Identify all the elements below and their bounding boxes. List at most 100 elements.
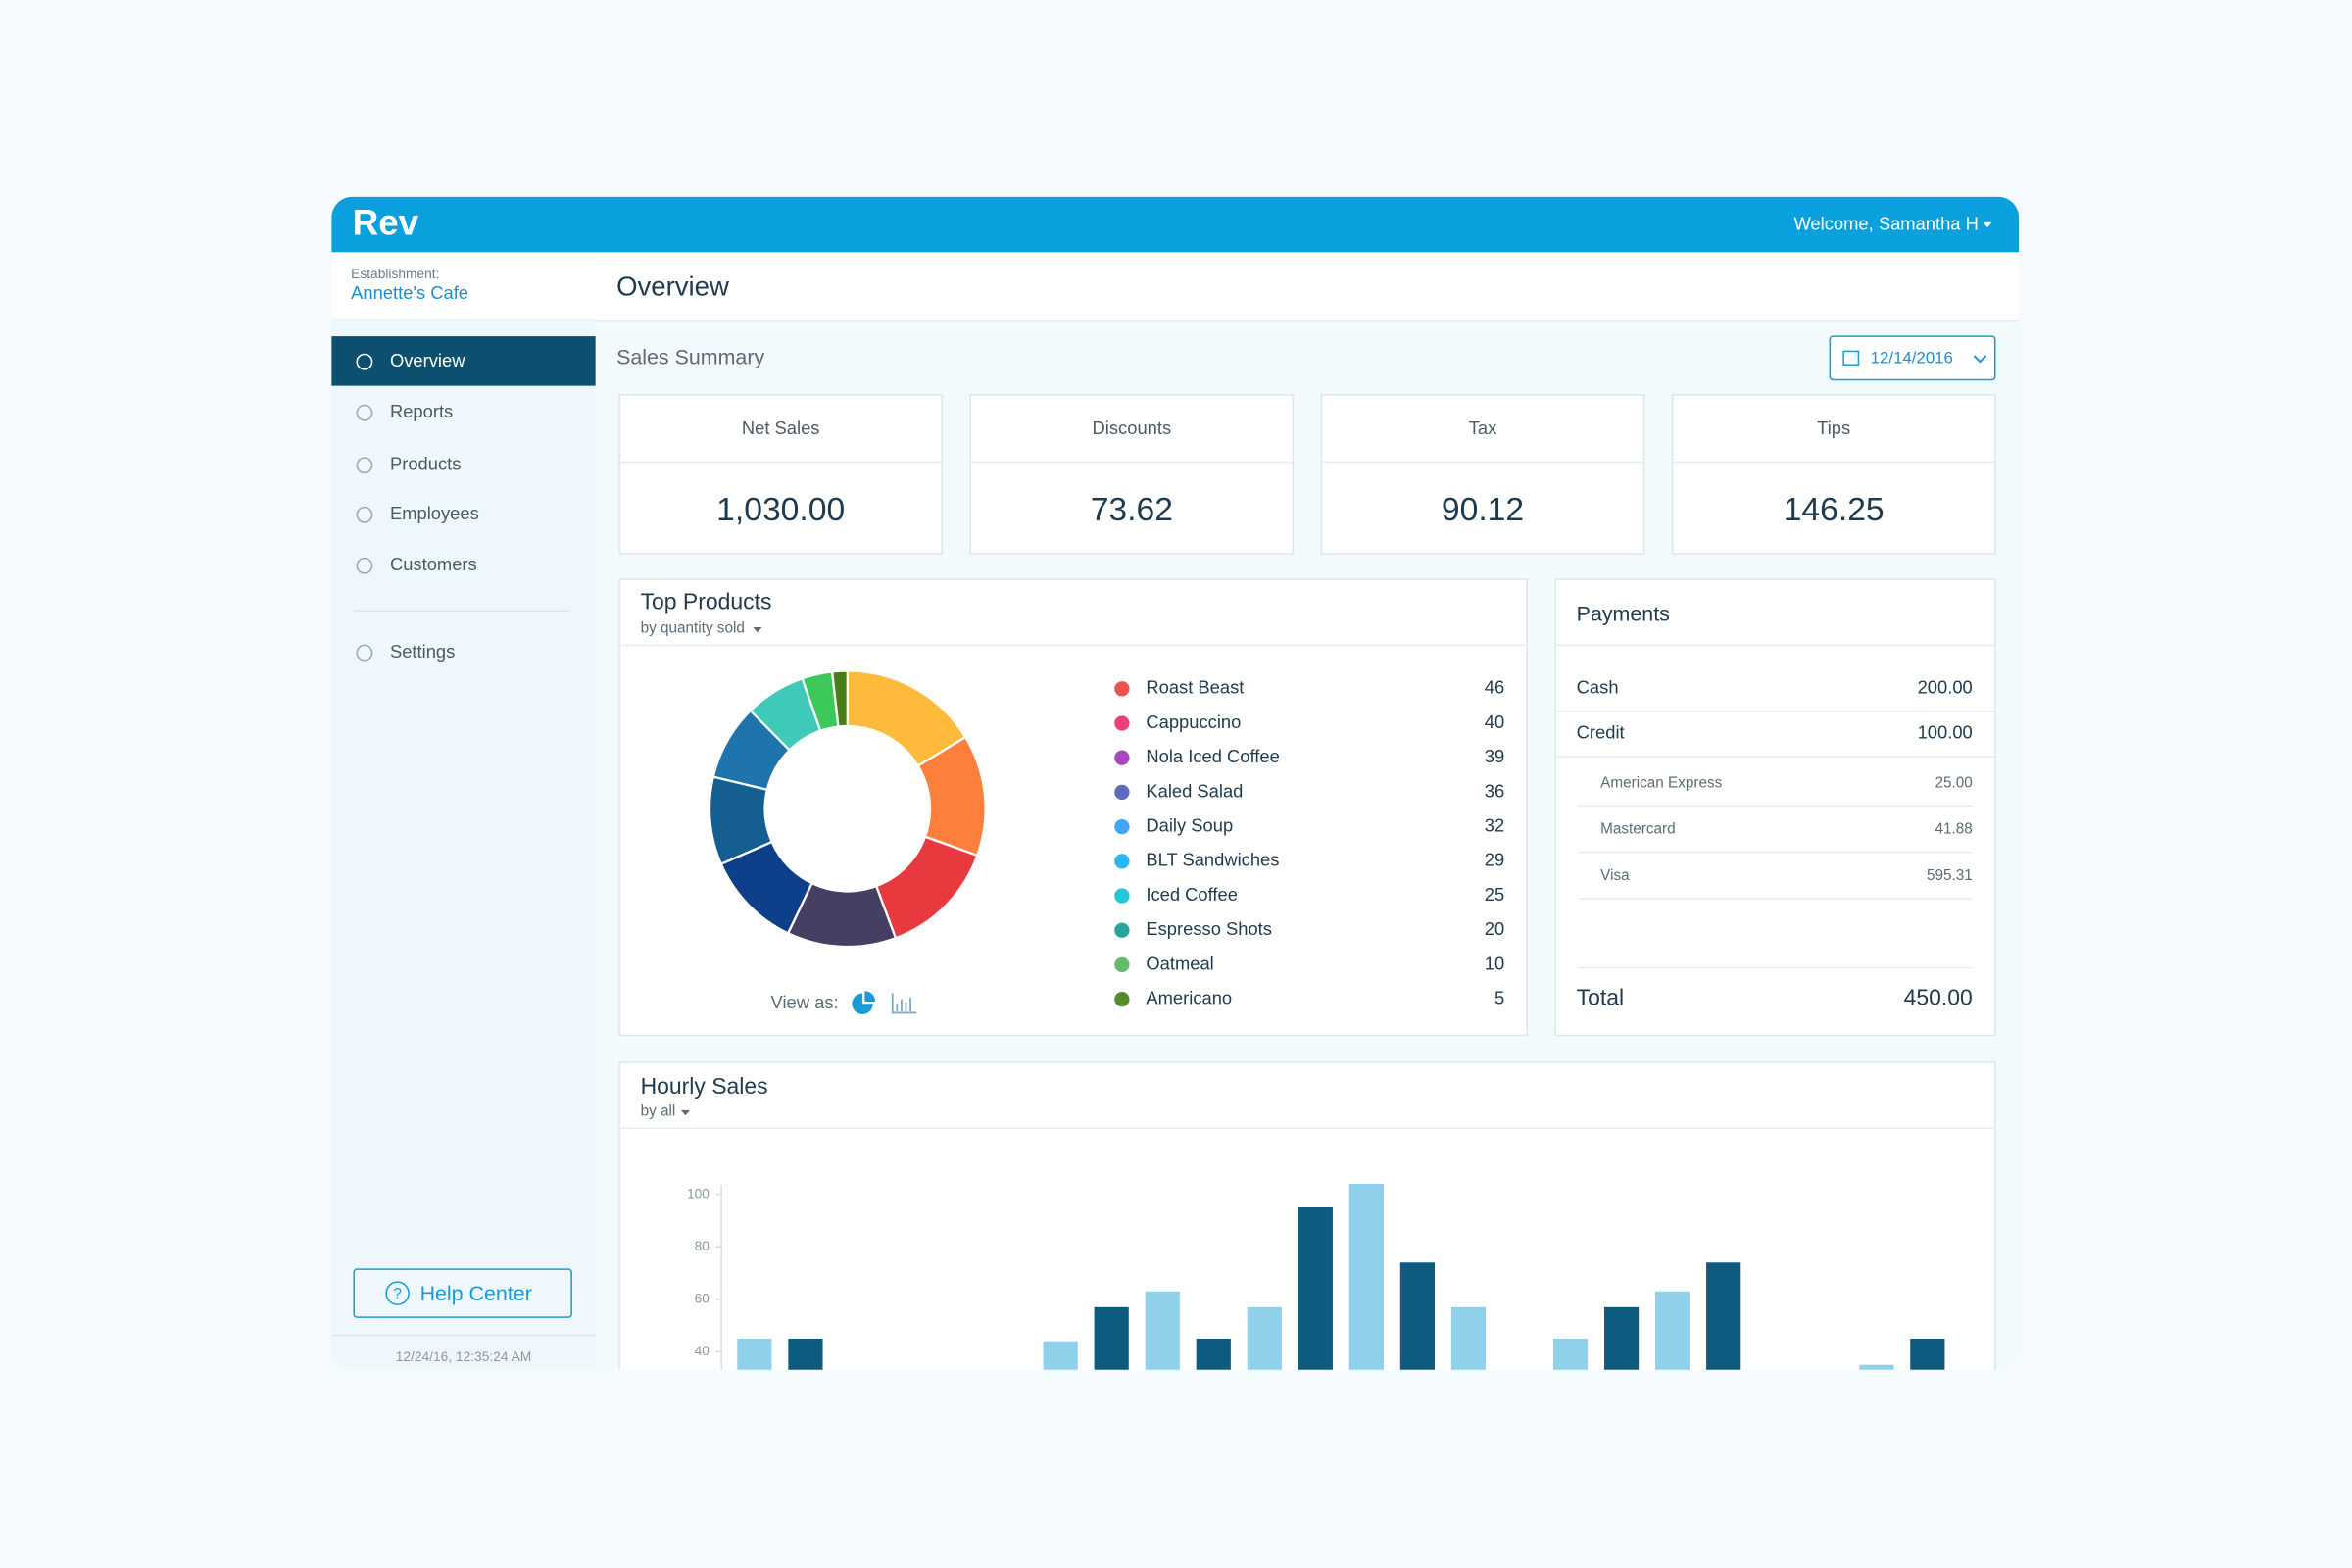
legend-dot bbox=[1114, 888, 1130, 904]
app-window: Rev Welcome, Samantha H Establishment:Anne… bbox=[331, 196, 2020, 1370]
nav-active-bg bbox=[331, 336, 596, 386]
timestamp: 12/24/16, 12:35:24 AM bbox=[396, 1349, 532, 1364]
card bbox=[1320, 394, 1645, 555]
bar-view-icon[interactable] bbox=[891, 993, 917, 1014]
summary-label: Tips bbox=[1817, 417, 1850, 438]
card bbox=[618, 578, 1528, 1037]
legend-value: 10 bbox=[1485, 953, 1504, 973]
legend-value: 25 bbox=[1485, 884, 1504, 905]
date-picker[interactable] bbox=[1829, 335, 1996, 381]
section-title: Sales Summary bbox=[616, 346, 764, 369]
establishment-name: Annette's Cafe bbox=[351, 282, 468, 303]
card-title: Hourly Sales bbox=[641, 1073, 768, 1099]
bar bbox=[1043, 1341, 1078, 1370]
bar bbox=[1603, 1306, 1640, 1370]
caret bbox=[680, 1109, 691, 1116]
bar bbox=[1196, 1338, 1231, 1370]
nav-item[interactable]: Products bbox=[390, 454, 461, 474]
bar bbox=[1298, 1207, 1333, 1370]
legend-dot bbox=[1114, 991, 1130, 1007]
summary-value: 146.25 bbox=[1784, 492, 1885, 528]
nav-item[interactable]: Overview bbox=[390, 350, 466, 370]
card-amount: 41.88 bbox=[1935, 821, 1972, 838]
logo: Rev bbox=[353, 203, 419, 243]
legend-value: 32 bbox=[1485, 814, 1504, 835]
caret bbox=[1983, 221, 1992, 228]
summary-label: Net Sales bbox=[742, 417, 820, 438]
legend-value: 29 bbox=[1485, 850, 1504, 870]
page-title: Overview bbox=[616, 270, 729, 301]
top-bar bbox=[331, 196, 2020, 253]
chevron bbox=[1973, 355, 1987, 364]
bar bbox=[788, 1338, 823, 1370]
card-subtitle: by quantity sold bbox=[641, 620, 745, 637]
total-amount: 450.00 bbox=[1904, 985, 1973, 1010]
nav-item[interactable]: Employees bbox=[390, 503, 479, 523]
legend-dot bbox=[1114, 784, 1130, 801]
establishment-box bbox=[331, 252, 596, 318]
nav-icon bbox=[356, 353, 373, 370]
bar bbox=[1910, 1338, 1945, 1370]
y-tick-label: 100 bbox=[687, 1186, 710, 1200]
nav-icon bbox=[356, 506, 373, 523]
view-label: View as: bbox=[771, 992, 839, 1012]
legend-dot bbox=[1114, 681, 1130, 697]
summary-value: 73.62 bbox=[1091, 492, 1173, 528]
legend-label: Kaled Salad bbox=[1146, 780, 1243, 801]
nav-icon bbox=[356, 557, 373, 574]
card bbox=[1554, 578, 1996, 1037]
nav-icon bbox=[356, 457, 373, 474]
help-button[interactable] bbox=[353, 1268, 572, 1318]
legend-label: BLT Sandwiches bbox=[1146, 850, 1279, 870]
legend-value: 46 bbox=[1485, 677, 1504, 698]
legend-label: Americano bbox=[1146, 987, 1232, 1007]
help-icon bbox=[385, 1281, 410, 1305]
summary-label: Tax bbox=[1469, 417, 1497, 438]
y-tick-label: 60 bbox=[695, 1291, 710, 1305]
legend-label: Iced Coffee bbox=[1146, 884, 1238, 905]
bar bbox=[1348, 1183, 1384, 1370]
legend-label: Espresso Shots bbox=[1146, 918, 1272, 939]
legend-label: Nola Iced Coffee bbox=[1146, 746, 1279, 766]
legend-dot bbox=[1114, 922, 1130, 938]
help-label: Help Center bbox=[420, 1282, 532, 1305]
bar bbox=[737, 1338, 772, 1370]
sidebar bbox=[331, 252, 596, 1370]
payment-label: Credit bbox=[1577, 722, 1625, 743]
bar bbox=[1450, 1306, 1487, 1370]
nav-item[interactable]: Settings bbox=[390, 641, 455, 662]
legend-value: 20 bbox=[1485, 918, 1504, 939]
legend-label: Oatmeal bbox=[1146, 953, 1213, 973]
y-tick-label: 80 bbox=[695, 1239, 710, 1253]
help-icon-mark: ? bbox=[393, 1286, 402, 1302]
legend-dot bbox=[1114, 750, 1130, 765]
nav-item[interactable]: Customers bbox=[390, 554, 477, 574]
welcome-menu[interactable]: Welcome, Samantha H bbox=[1793, 214, 1978, 234]
card-subtitle: by all bbox=[641, 1102, 676, 1119]
bar bbox=[1655, 1291, 1690, 1370]
payment-amount: 100.00 bbox=[1918, 722, 1973, 743]
legend-value: 5 bbox=[1494, 987, 1504, 1007]
total-label: Total bbox=[1577, 985, 1624, 1010]
bar bbox=[1706, 1262, 1741, 1370]
legend-label: Cappuccino bbox=[1146, 711, 1241, 732]
date-value: 12/14/2016 bbox=[1871, 349, 1953, 368]
bar bbox=[1399, 1262, 1436, 1370]
bar bbox=[1247, 1306, 1282, 1370]
pie-view-icon[interactable] bbox=[852, 991, 876, 1014]
card-title: Payments bbox=[1577, 602, 1670, 625]
card bbox=[618, 394, 943, 555]
summary-label: Discounts bbox=[1093, 417, 1172, 438]
card-amount: 25.00 bbox=[1935, 774, 1972, 791]
payment-label: Cash bbox=[1577, 677, 1619, 698]
nav-item[interactable]: Reports bbox=[390, 401, 453, 421]
legend-dot bbox=[1114, 956, 1130, 973]
caret bbox=[753, 627, 762, 633]
card-amount: 595.31 bbox=[1927, 867, 1973, 884]
establishment-label: Establishment: bbox=[351, 267, 439, 281]
bar bbox=[1145, 1291, 1180, 1370]
card-type: Visa bbox=[1600, 867, 1630, 884]
summary-value: 1,030.00 bbox=[716, 492, 845, 528]
